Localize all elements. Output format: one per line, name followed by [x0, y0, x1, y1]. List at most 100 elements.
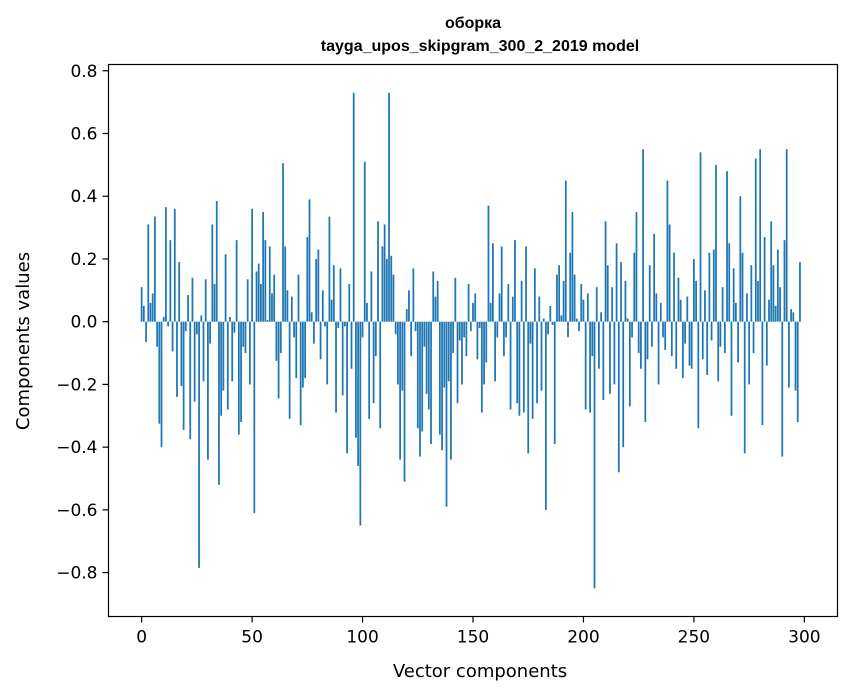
bar-114 — [392, 274, 395, 322]
bar-277 — [752, 321, 755, 354]
bar-108 — [379, 321, 382, 429]
bar-204 — [591, 321, 594, 357]
bar-89 — [337, 321, 340, 328]
bar-214 — [613, 321, 616, 385]
y-tick-label: −0.8 — [56, 564, 97, 584]
bar-123 — [412, 268, 415, 322]
bar-48 — [246, 279, 249, 322]
bar-77 — [310, 312, 313, 322]
bar-196 — [573, 274, 576, 322]
bar-15 — [173, 208, 176, 322]
bar-284 — [768, 299, 770, 322]
bar-107 — [377, 221, 379, 322]
bar-44 — [237, 321, 240, 435]
bar-28 — [202, 321, 205, 382]
bar-201 — [584, 321, 587, 410]
bar-50 — [251, 208, 253, 322]
bar-80 — [317, 249, 320, 322]
bar-244 — [679, 299, 682, 322]
bar-27 — [200, 315, 203, 322]
bar-259 — [712, 249, 715, 322]
bar-30 — [207, 321, 209, 460]
bar-212 — [609, 321, 611, 394]
bar-68 — [290, 296, 293, 322]
bar-59 — [271, 293, 273, 322]
bar-9 — [160, 321, 163, 448]
bars-group — [140, 92, 801, 589]
bar-296 — [794, 321, 797, 391]
bar-100 — [361, 321, 364, 338]
bar-261 — [717, 321, 720, 382]
bar-285 — [770, 221, 773, 322]
bar-37 — [222, 321, 225, 391]
bar-207 — [598, 321, 600, 369]
bar-229 — [646, 321, 649, 360]
chart-title: оборка — [445, 15, 501, 32]
bar-125 — [416, 321, 419, 429]
bar-216 — [617, 321, 620, 473]
bar-46 — [242, 321, 245, 347]
bar-200 — [582, 299, 585, 322]
y-axis-label: Components values — [13, 252, 34, 430]
bar-19 — [182, 321, 185, 430]
bar-163 — [500, 246, 503, 322]
bar-104 — [370, 271, 373, 322]
bar-116 — [397, 321, 399, 385]
x-tick-label: 150 — [457, 628, 489, 648]
bar-287 — [774, 306, 777, 322]
bar-208 — [600, 312, 603, 322]
bar-144 — [458, 321, 461, 341]
bar-269 — [735, 302, 737, 322]
bar-8 — [158, 321, 161, 424]
bar-253 — [699, 152, 702, 322]
bar-92 — [343, 321, 346, 327]
y-tick-label: 0.2 — [70, 250, 97, 270]
bar-147 — [465, 321, 468, 357]
bar-128 — [423, 321, 426, 347]
bar-180 — [538, 296, 541, 322]
bar-153 — [478, 321, 481, 328]
bar-88 — [335, 321, 337, 413]
bar-210 — [604, 221, 607, 322]
bar-272 — [741, 252, 744, 322]
bar-25 — [195, 321, 198, 335]
bar-168 — [511, 296, 514, 322]
bar-140 — [450, 321, 452, 460]
bar-230 — [648, 265, 651, 322]
bar-188 — [556, 274, 558, 322]
bar-43 — [235, 240, 238, 322]
bar-246 — [684, 321, 686, 344]
bar-162 — [498, 293, 501, 322]
bar-85 — [328, 216, 331, 322]
bar-298 — [799, 262, 801, 322]
bar-157 — [487, 205, 490, 322]
bar-193 — [567, 321, 569, 338]
bar-274 — [746, 293, 748, 322]
bar-256 — [706, 321, 709, 375]
bar-173 — [522, 321, 525, 413]
x-tick-label: 300 — [788, 628, 820, 648]
bar-55 — [262, 211, 265, 322]
bar-288 — [776, 249, 779, 322]
bar-142 — [454, 277, 457, 322]
bar-160 — [494, 321, 496, 382]
bar-172 — [520, 280, 523, 322]
bar-11 — [165, 207, 167, 322]
bar-54 — [260, 284, 262, 322]
bar-260 — [715, 164, 717, 322]
bar-91 — [341, 321, 344, 396]
bar-167 — [509, 321, 512, 410]
bar-258 — [710, 321, 713, 341]
bar-237 — [664, 321, 667, 350]
bar-101 — [363, 161, 366, 322]
bar-49 — [249, 321, 251, 385]
bar-187 — [553, 321, 556, 444]
bar-53 — [257, 263, 260, 322]
bar-74 — [304, 321, 306, 379]
bar-290 — [781, 321, 784, 457]
bar-70 — [295, 321, 298, 379]
bar-243 — [677, 277, 680, 322]
bar-109 — [381, 246, 384, 322]
bar-155 — [483, 321, 485, 385]
